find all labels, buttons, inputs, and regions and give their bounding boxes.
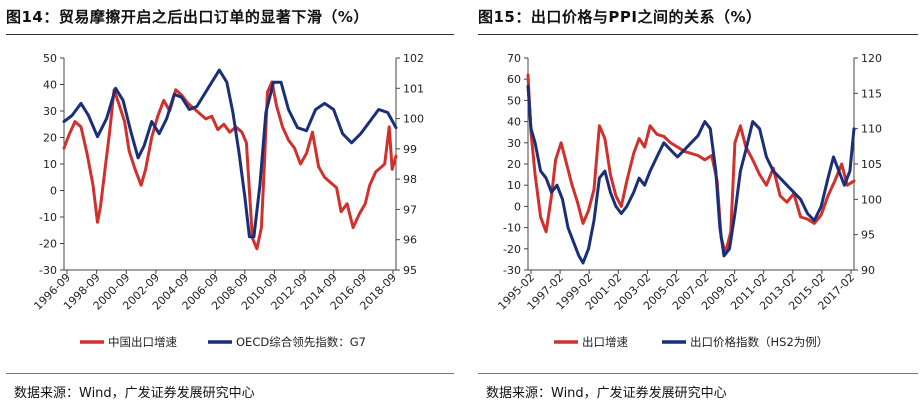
left-tick-label: 30 bbox=[43, 105, 57, 118]
left-tick-label: -10 bbox=[39, 211, 57, 224]
source-note: 数据来源：Wind，广发证券发展研究中心 bbox=[14, 386, 255, 401]
series-line-navy bbox=[62, 68, 398, 239]
right-tick-label: 120 bbox=[861, 52, 882, 65]
series-line-red bbox=[62, 80, 398, 251]
right-tick-label: 98 bbox=[403, 173, 417, 186]
left-tick-label: -20 bbox=[503, 243, 521, 256]
right-tick-label: 102 bbox=[403, 52, 424, 65]
left-tick-label: 20 bbox=[43, 132, 57, 145]
right-tick-label: 105 bbox=[861, 158, 882, 171]
right-chart-panel: 图15：出口价格与PPI之间的关系（%） -30 -20 -10 0 10 20 30 40 5… bbox=[472, 0, 924, 411]
right-tick-label: 97 bbox=[403, 203, 417, 216]
right-tick-label: 95 bbox=[861, 229, 875, 242]
right-tick-label: 100 bbox=[861, 193, 882, 206]
footer-divider bbox=[6, 373, 454, 374]
title-divider bbox=[6, 34, 454, 35]
chart-title: 图15：出口价格与PPI之间的关系（%） bbox=[478, 8, 762, 26]
right-tick-label: 100 bbox=[403, 113, 424, 126]
left-chart-panel: 图14：贸易摩擦开启之后出口订单的显著下滑（%） -30 -20 -10 0 10 20 3… bbox=[0, 0, 460, 411]
left-tick-label: -30 bbox=[39, 264, 57, 277]
source-note: 数据来源：Wind，广发证券发展研究中心 bbox=[486, 386, 727, 401]
right-tick-label: 115 bbox=[861, 87, 882, 100]
right-tick-label: 96 bbox=[403, 234, 417, 247]
export-vs-oecd-chart: -30-20-100102030405095969798991001011021… bbox=[31, 52, 424, 349]
left-tick-label: -20 bbox=[39, 238, 57, 251]
title-divider bbox=[478, 34, 918, 35]
left-tick-label: 0 bbox=[50, 185, 57, 198]
left-tick-label: 50 bbox=[43, 52, 57, 65]
legend-label: 出口增速 bbox=[582, 335, 628, 349]
export-price-chart: -30 -20 -10 0 10 20 30 40 50 60 70 90 95 100 105 110 115… bbox=[495, 52, 882, 349]
series-line-navy bbox=[526, 84, 856, 265]
left-tick-label: 70 bbox=[507, 52, 521, 65]
legend-label: 出口价格指数（HS2为例） bbox=[690, 335, 828, 349]
left-tick-label: -10 bbox=[503, 222, 521, 235]
left-tick-label: 30 bbox=[507, 137, 521, 150]
left-tick-label: 20 bbox=[507, 158, 521, 171]
left-tick-label: 0 bbox=[514, 200, 521, 213]
left-tick-label: -30 bbox=[503, 264, 521, 277]
left-tick-label: 10 bbox=[507, 179, 521, 192]
right-tick-label: 99 bbox=[403, 143, 417, 156]
left-tick-label: 50 bbox=[507, 94, 521, 107]
chart-title: 图14：贸易摩擦开启之后出口订单的显著下滑（%） bbox=[6, 8, 369, 26]
right-tick-label: 101 bbox=[403, 82, 424, 95]
left-tick-label: 60 bbox=[507, 73, 521, 86]
series-line-red bbox=[526, 73, 856, 255]
left-tick-label: 40 bbox=[507, 116, 521, 129]
right-tick-label: 90 bbox=[861, 264, 875, 277]
legend-label: OECD综合领先指数：G7 bbox=[236, 335, 366, 349]
right-tick-label: 110 bbox=[861, 123, 882, 136]
footer-divider bbox=[478, 373, 918, 374]
left-tick-label: 10 bbox=[43, 158, 57, 171]
right-tick-label: 95 bbox=[403, 264, 417, 277]
legend-label: 中国出口增速 bbox=[108, 335, 177, 349]
left-tick-label: 40 bbox=[43, 79, 57, 92]
